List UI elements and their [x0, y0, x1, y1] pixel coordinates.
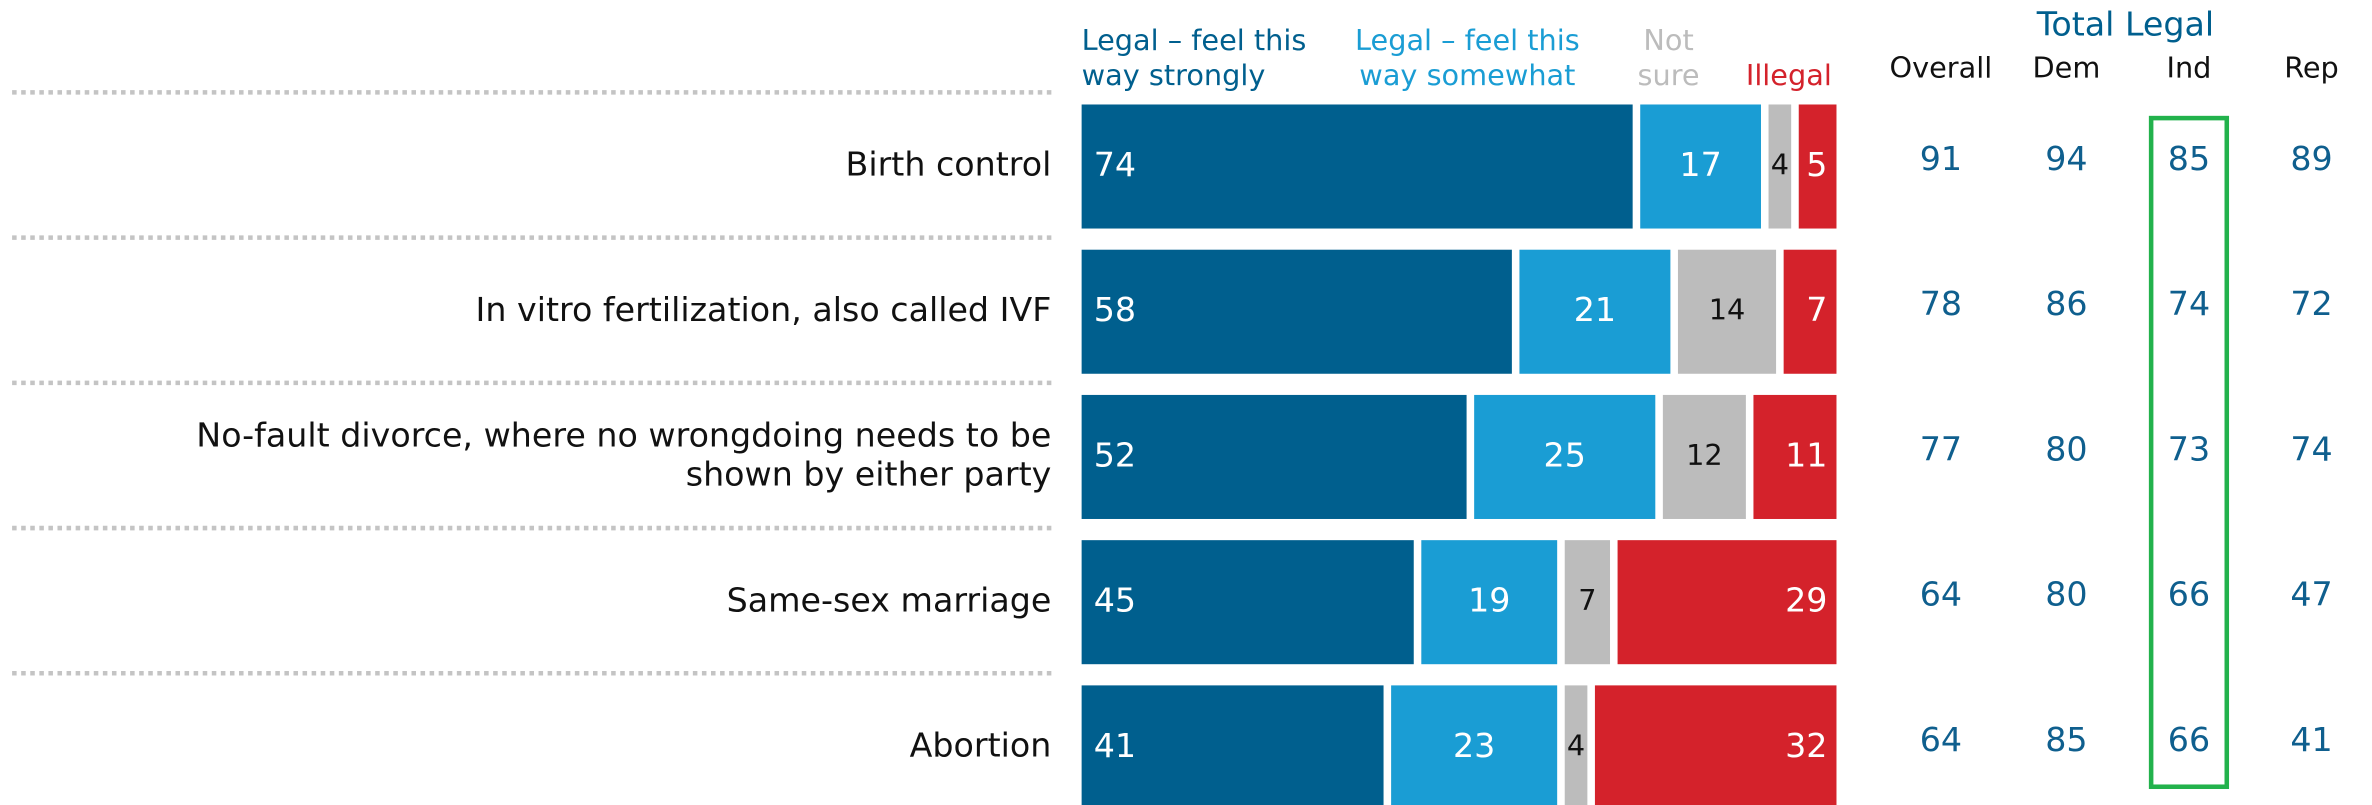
category-label-box: Abortion [909, 727, 1052, 766]
table-cell: 74 [2168, 284, 2210, 323]
value-label: 58 [1094, 290, 1136, 329]
value-label: 52 [1094, 435, 1136, 474]
category-label-box: Birth control [845, 146, 1052, 185]
table-cell: 94 [2045, 139, 2087, 178]
value-label: 7 [1578, 583, 1596, 617]
legend-label: Legal – feel this way somewhat [1355, 24, 1580, 93]
category-label: Birth control [845, 146, 1052, 185]
value-label: 12 [1686, 438, 1723, 472]
table-cell: 86 [2045, 284, 2087, 323]
bar-segment [1081, 394, 1467, 519]
value-label: 29 [1785, 581, 1827, 620]
value-label: 4 [1771, 148, 1789, 182]
table-cell: 74 [2290, 429, 2332, 468]
bar-segment [1564, 685, 1588, 805]
bar-segment [1421, 540, 1558, 665]
category-label: No-fault divorce, where no wrongdoing ne… [196, 417, 1052, 495]
bar-segment [1474, 394, 1656, 519]
column-header: Dem [2033, 51, 2101, 85]
value-label: 45 [1094, 581, 1136, 620]
bar-segment [1081, 249, 1512, 374]
table-cell: 78 [1920, 284, 1962, 323]
table-cell: 66 [2168, 720, 2210, 759]
value-label: 41 [1094, 726, 1136, 765]
table-cell: 80 [2045, 429, 2087, 468]
value-label: 5 [1806, 145, 1827, 184]
value-label: 74 [1094, 145, 1136, 184]
bar-segment [1640, 104, 1761, 229]
table-cell: 66 [2168, 575, 2210, 614]
bar-segment [1391, 685, 1558, 805]
bar-segment [1677, 249, 1777, 374]
bar-segment [1594, 685, 1837, 805]
bar-segment [1662, 394, 1746, 519]
value-label: 25 [1544, 435, 1586, 474]
value-label: 32 [1785, 726, 1827, 765]
table-cell: 64 [1920, 575, 1962, 614]
table-cell: 85 [2045, 720, 2087, 759]
value-label: 21 [1574, 290, 1616, 329]
category-label: Same-sex marriage [726, 582, 1052, 621]
category-label-box: Same-sex marriage [726, 582, 1052, 621]
bar-segment [1753, 394, 1837, 519]
value-label: 7 [1806, 290, 1827, 329]
legend-label-box: Not sure [1637, 24, 1700, 93]
value-label: 4 [1567, 728, 1585, 762]
column-header: Ind [2166, 51, 2211, 85]
table-cell: 80 [2045, 575, 2087, 614]
table-cell: 41 [2290, 720, 2332, 759]
table-cell: 73 [2168, 429, 2210, 468]
table-cell: 91 [1920, 139, 1962, 178]
value-label: 23 [1453, 726, 1495, 765]
bar-segment [1564, 540, 1611, 665]
category-label-box: No-fault divorce, where no wrongdoing ne… [196, 417, 1052, 495]
category-label: In vitro fertilization, also called IVF [475, 291, 1052, 330]
value-label: 11 [1785, 435, 1827, 474]
bar-segment [1783, 249, 1837, 374]
category-label: Abortion [909, 727, 1052, 766]
legend-label: Not sure [1637, 24, 1700, 93]
table-cell: 77 [1920, 429, 1962, 468]
bar-segment [1081, 104, 1633, 229]
table-cell: 64 [1920, 720, 1962, 759]
value-label: 19 [1468, 581, 1510, 620]
column-header: Rep [2284, 51, 2339, 85]
column-header: Overall [1890, 51, 1993, 85]
category-label-box: In vitro fertilization, also called IVF [475, 291, 1052, 330]
legend-label-box: Legal – feel this way strongly [1081, 24, 1307, 93]
legend-label: Legal – feel this way strongly [1081, 24, 1307, 93]
legend-label-box: Legal – feel this way somewhat [1355, 24, 1580, 93]
table-header: Total Legal [2036, 4, 2214, 43]
legend-label: Illegal [1745, 59, 1832, 93]
table-cell: 72 [2290, 284, 2332, 323]
bar-segment [1081, 540, 1414, 665]
value-label: 14 [1709, 293, 1746, 327]
bar-segment [1768, 104, 1792, 229]
legend-label-box: Illegal [1745, 59, 1832, 93]
bar-segment [1617, 540, 1837, 665]
highlight-box [2148, 115, 2230, 790]
bar-segment [1798, 104, 1837, 229]
table-cell: 89 [2290, 139, 2332, 178]
bar-segment [1081, 685, 1384, 805]
value-label: 17 [1679, 145, 1721, 184]
table-cell: 85 [2168, 139, 2210, 178]
bar-segment [1519, 249, 1671, 374]
table-cell: 47 [2290, 575, 2332, 614]
